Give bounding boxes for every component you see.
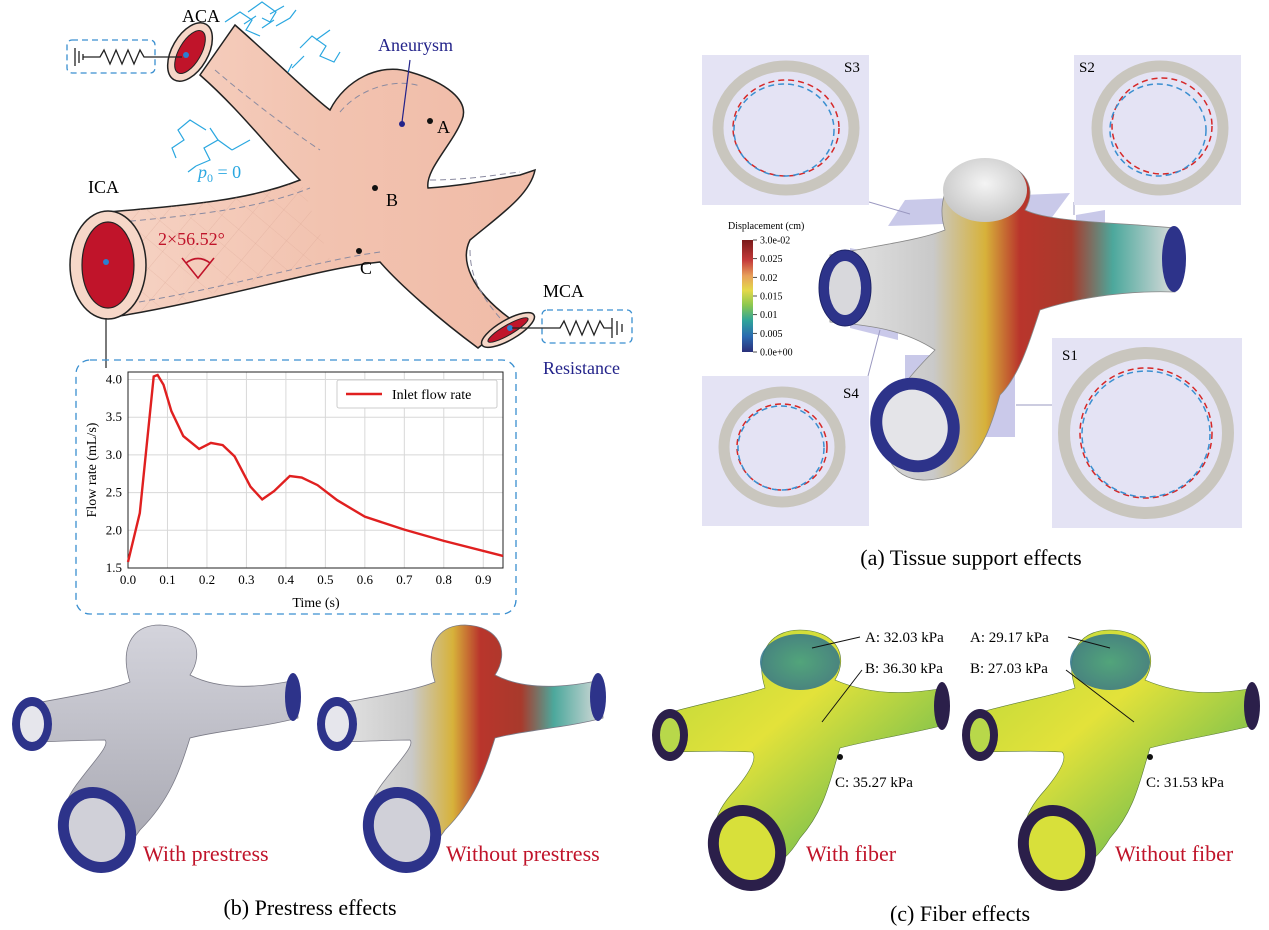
section-s3: S3	[702, 55, 869, 205]
x-tick-label: 0.4	[278, 572, 295, 587]
panel-b: With prestress Without prestress (b) Pre…	[12, 624, 606, 920]
without-fiber-c: C: 31.53 kPa	[1146, 775, 1224, 791]
fiber-vessel-with	[652, 629, 950, 891]
right-outlet-ring	[1162, 226, 1186, 292]
vessel-inner-dash	[119, 69, 521, 319]
panel-b-caption: (b) Prestress effects	[223, 895, 396, 920]
with-fiber-a: A: 32.03 kPa	[865, 630, 944, 646]
mca-center-dot	[507, 325, 513, 331]
colorbar-tick-label: 0.015	[760, 292, 783, 303]
without-prestress-label: Without prestress	[446, 841, 600, 866]
colorbar-tick-label: 0.02	[760, 273, 778, 284]
inlet-lumen	[882, 389, 948, 461]
s1-label: S1	[1062, 348, 1078, 364]
chart-ylabel: Flow rate (mL/s)	[85, 422, 100, 517]
vessel-geometry: ACA ICA MCA Aneurysm p0 = 0 2×56.52° Res…	[66, 1, 633, 378]
p0-label: p0 = 0	[196, 162, 241, 185]
x-tick-label: 0.0	[120, 572, 136, 587]
section-s1: S1	[1052, 338, 1242, 528]
aneurysm-dome	[943, 158, 1027, 222]
s3-label: S3	[844, 60, 860, 76]
inlet-chart: 0.0 0.1 0.2 0.3 0.4 0.5 0.6 0.7 0.8 0.9 1.5 2.0 2.5 3…	[75, 359, 517, 615]
x-tick-label: 0.7	[396, 572, 413, 587]
section-connectors	[867, 201, 1075, 406]
tissue-supports	[171, 1, 341, 173]
x-tick-label: 0.1	[159, 572, 175, 587]
s4-label: S4	[843, 386, 859, 402]
colorbar-tick-label: 0.025	[760, 254, 783, 265]
without-fiber-label: Without fiber	[1115, 841, 1234, 866]
aca-center-dot	[183, 52, 189, 58]
panel-a: S3 S2 S4 S1 Displacement (cm) 3.0	[702, 55, 1242, 570]
mca-resistance-box	[512, 309, 633, 344]
x-tick-label: 0.3	[238, 572, 254, 587]
fiber-vessel-without	[962, 629, 1260, 891]
chart-xlabel: Time (s)	[292, 596, 340, 611]
point-b-dot	[372, 185, 378, 191]
chart-frame-dashed	[75, 359, 517, 615]
resistance-label: Resistance	[543, 358, 620, 378]
panel-a-caption: (a) Tissue support effects	[860, 545, 1081, 570]
legend-label: Inlet flow rate	[392, 388, 471, 403]
x-tick-label: 0.9	[475, 572, 491, 587]
s2-label: S2	[1079, 60, 1095, 76]
colorbar-tick-label: 0.005	[760, 329, 783, 340]
point-c-dot	[356, 248, 362, 254]
panel-c: A: 32.03 kPa B: 36.30 kPa C: 35.27 kPa A…	[652, 629, 1260, 926]
inlet-flow-line	[126, 373, 504, 563]
x-tick-label: 0.8	[436, 572, 452, 587]
aneurysm-label: Aneurysm	[378, 35, 453, 55]
y-tick-label: 2.5	[106, 485, 122, 500]
y-tick-label: 1.5	[106, 560, 122, 575]
with-fiber-b: B: 36.30 kPa	[865, 661, 943, 677]
x-tick-label: 0.6	[357, 572, 374, 587]
section-s4: S4	[702, 376, 869, 526]
ica-label: ICA	[88, 177, 119, 197]
ica-lumen	[81, 221, 135, 309]
without-fiber-a: A: 29.17 kPa	[970, 630, 1049, 646]
aca-label: ACA	[182, 6, 220, 26]
chart-ticks: 0.0 0.1 0.2 0.3 0.4 0.5 0.6 0.7 0.8 0.9 1.5 2.0 2.5 3…	[106, 372, 492, 587]
colorbar-tick-label: 3.0e-02	[760, 236, 790, 247]
angle-label: 2×56.52°	[158, 229, 225, 249]
with-prestress-label: With prestress	[143, 841, 269, 866]
angle-mark	[181, 257, 215, 280]
left-outlet-lumen	[829, 261, 861, 315]
displacement-colorbar: Displacement (cm) 3.0e-02 0.025 0.02 0.015 0…	[728, 221, 804, 359]
aca-lumen	[174, 30, 206, 74]
x-tick-label: 0.5	[317, 572, 333, 587]
panel-c-caption: (c) Fiber effects	[890, 901, 1030, 926]
with-fiber-label: With fiber	[806, 841, 897, 866]
point-c-label: C	[360, 258, 372, 278]
colorbar-title: Displacement (cm)	[728, 221, 804, 232]
vessel-mesh	[108, 180, 330, 318]
point-b-label: B	[386, 190, 398, 210]
chart-legend: Inlet flow rate	[336, 379, 498, 409]
y-tick-label: 2.0	[106, 522, 122, 537]
prestress-vessel-with	[12, 624, 301, 873]
aca-resistance-box	[66, 39, 182, 74]
with-fiber-c: C: 35.27 kPa	[835, 775, 913, 791]
point-a-label: A	[437, 117, 450, 137]
y-tick-label: 3.0	[106, 447, 122, 462]
y-tick-label: 3.5	[106, 409, 122, 424]
without-fiber-b: B: 27.03 kPa	[970, 661, 1048, 677]
colorbar-tick-label: 0.0e+00	[760, 348, 793, 359]
chart-plot-border	[127, 371, 504, 569]
y-tick-label: 4.0	[106, 372, 122, 387]
aneurysm-dot	[399, 121, 405, 127]
x-tick-label: 0.2	[199, 572, 215, 587]
ica-center-dot	[103, 259, 109, 265]
section-s2: S2	[1074, 55, 1241, 205]
aneurysm-leader	[401, 59, 411, 123]
colorbar-tick-label: 0.01	[760, 310, 778, 321]
prestress-vessel-without	[317, 624, 606, 873]
point-a-dot	[427, 118, 433, 124]
mca-label: MCA	[543, 281, 584, 301]
